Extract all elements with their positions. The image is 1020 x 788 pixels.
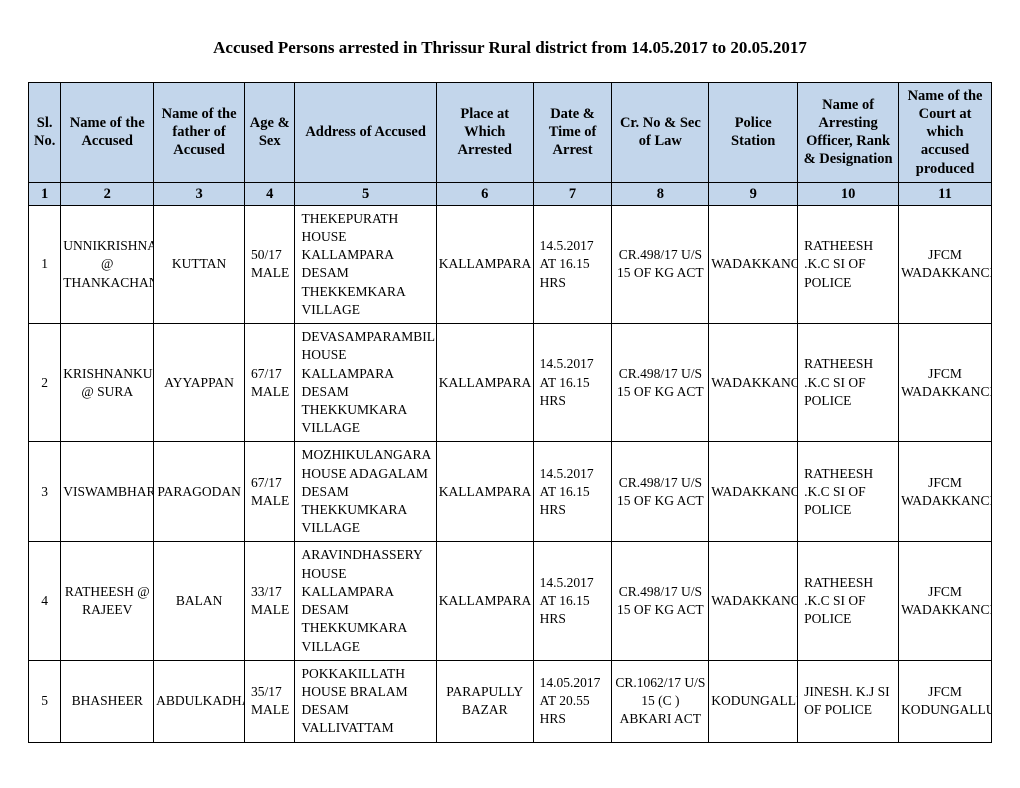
arrest-table: Sl. No. Name of the Accused Name of the … xyxy=(28,82,992,743)
cell-sl: 5 xyxy=(29,660,61,742)
cell-accused: VISWAMBHARAN xyxy=(61,442,154,542)
cell-sl: 3 xyxy=(29,442,61,542)
col-num: 11 xyxy=(899,182,992,205)
cell-accused: RATHEESH @ RAJEEV xyxy=(61,542,154,660)
page-title: Accused Persons arrested in Thrissur Rur… xyxy=(28,38,992,58)
cell-age: 35/17 MALE xyxy=(245,660,295,742)
col-header-ps: Police Station xyxy=(709,83,798,183)
cell-datetime: 14.5.2017 AT 16.15 HRS xyxy=(533,442,612,542)
cell-father: KUTTAN xyxy=(154,205,245,323)
col-num: 3 xyxy=(154,182,245,205)
cell-ps: WADAKKANCHERY xyxy=(709,324,798,442)
cell-place: KALLAMPARA xyxy=(436,542,533,660)
table-row: 3VISWAMBHARANPARAGODAN67/17 MALEMOZHIKUL… xyxy=(29,442,992,542)
cell-age: 67/17 MALE xyxy=(245,442,295,542)
table-row: 2KRISHNANKUMAR @ SURAAYYAPPAN67/17 MALED… xyxy=(29,324,992,442)
col-num: 5 xyxy=(295,182,436,205)
cell-father: BALAN xyxy=(154,542,245,660)
table-row: 1UNNIKRISHNAN @ THANKACHANKUTTAN50/17 MA… xyxy=(29,205,992,323)
cell-age: 67/17 MALE xyxy=(245,324,295,442)
cell-address: DEVASAMPARAMBIL HOUSE KALLAMPARA DESAM T… xyxy=(295,324,436,442)
cell-place: PARAPULLY BAZAR xyxy=(436,660,533,742)
cell-officer: RATHEESH .K.C SI OF POLICE xyxy=(798,324,899,442)
col-header-address: Address of Accused xyxy=(295,83,436,183)
col-header-cr: Cr. No & Sec of Law xyxy=(612,83,709,183)
table-header-row: Sl. No. Name of the Accused Name of the … xyxy=(29,83,992,183)
col-header-age: Age & Sex xyxy=(245,83,295,183)
cell-ps: WADAKKANCHERY xyxy=(709,442,798,542)
cell-ps: KODUNGALLUR xyxy=(709,660,798,742)
cell-court: JFCM WADAKKANCHERY xyxy=(899,542,992,660)
cell-accused: BHASHEER xyxy=(61,660,154,742)
table-row: 4RATHEESH @ RAJEEVBALAN33/17 MALEARAVIND… xyxy=(29,542,992,660)
cell-officer: JINESH. K.J SI OF POLICE xyxy=(798,660,899,742)
cell-officer: RATHEESH .K.C SI OF POLICE xyxy=(798,442,899,542)
cell-datetime: 14.5.2017 AT 16.15 HRS xyxy=(533,542,612,660)
cell-sl: 4 xyxy=(29,542,61,660)
cell-officer: RATHEESH .K.C SI OF POLICE xyxy=(798,542,899,660)
col-num: 1 xyxy=(29,182,61,205)
col-header-father: Name of the father of Accused xyxy=(154,83,245,183)
cell-father: AYYAPPAN xyxy=(154,324,245,442)
cell-age: 33/17 MALE xyxy=(245,542,295,660)
cell-officer: RATHEESH .K.C SI OF POLICE xyxy=(798,205,899,323)
cell-ps: WADAKKANCHERY xyxy=(709,542,798,660)
cell-cr: CR.498/17 U/S 15 OF KG ACT xyxy=(612,205,709,323)
cell-sl: 1 xyxy=(29,205,61,323)
cell-place: KALLAMPARA xyxy=(436,205,533,323)
cell-datetime: 14.5.2017 AT 16.15 HRS xyxy=(533,205,612,323)
cell-age: 50/17 MALE xyxy=(245,205,295,323)
col-num: 10 xyxy=(798,182,899,205)
cell-cr: CR.498/17 U/S 15 OF KG ACT xyxy=(612,542,709,660)
col-header-accused: Name of the Accused xyxy=(61,83,154,183)
cell-cr: CR.1062/17 U/S 15 (C ) ABKARI ACT xyxy=(612,660,709,742)
col-num: 4 xyxy=(245,182,295,205)
cell-address: POKKAKILLATH HOUSE BRALAM DESAM VALLIVAT… xyxy=(295,660,436,742)
col-num: 9 xyxy=(709,182,798,205)
table-row: 5BHASHEERABDULKADHAR35/17 MALEPOKKAKILLA… xyxy=(29,660,992,742)
col-num: 7 xyxy=(533,182,612,205)
cell-datetime: 14.5.2017 AT 16.15 HRS xyxy=(533,324,612,442)
cell-court: JFCM WADAKKANCHERY xyxy=(899,442,992,542)
cell-father: PARAGODAN xyxy=(154,442,245,542)
col-header-sl: Sl. No. xyxy=(29,83,61,183)
cell-accused: UNNIKRISHNAN @ THANKACHAN xyxy=(61,205,154,323)
cell-place: KALLAMPARA xyxy=(436,324,533,442)
table-colnum-row: 1 2 3 4 5 6 7 8 9 10 11 xyxy=(29,182,992,205)
col-header-date: Date & Time of Arrest xyxy=(533,83,612,183)
cell-address: ARAVINDHASSERY HOUSE KALLAMPARA DESAM TH… xyxy=(295,542,436,660)
col-num: 2 xyxy=(61,182,154,205)
cell-accused: KRISHNANKUMAR @ SURA xyxy=(61,324,154,442)
cell-cr: CR.498/17 U/S 15 OF KG ACT xyxy=(612,442,709,542)
col-header-court: Name of the Court at which accused produ… xyxy=(899,83,992,183)
col-header-place: Place at Which Arrested xyxy=(436,83,533,183)
cell-address: MOZHIKULANGARA HOUSE ADAGALAM DESAM THEK… xyxy=(295,442,436,542)
cell-court: JFCM WADAKKANCHERY xyxy=(899,205,992,323)
cell-court: JFCM KODUNGALLUR xyxy=(899,660,992,742)
col-num: 6 xyxy=(436,182,533,205)
cell-datetime: 14.05.2017 AT 20.55 HRS xyxy=(533,660,612,742)
col-header-officer: Name of Arresting Officer, Rank & Design… xyxy=(798,83,899,183)
cell-place: KALLAMPARA xyxy=(436,442,533,542)
cell-father: ABDULKADHAR xyxy=(154,660,245,742)
cell-ps: WADAKKANCHERY xyxy=(709,205,798,323)
cell-court: JFCM WADAKKANCHERY xyxy=(899,324,992,442)
cell-cr: CR.498/17 U/S 15 OF KG ACT xyxy=(612,324,709,442)
col-num: 8 xyxy=(612,182,709,205)
cell-address: THEKEPURATH HOUSE KALLAMPARA DESAM THEKK… xyxy=(295,205,436,323)
cell-sl: 2 xyxy=(29,324,61,442)
